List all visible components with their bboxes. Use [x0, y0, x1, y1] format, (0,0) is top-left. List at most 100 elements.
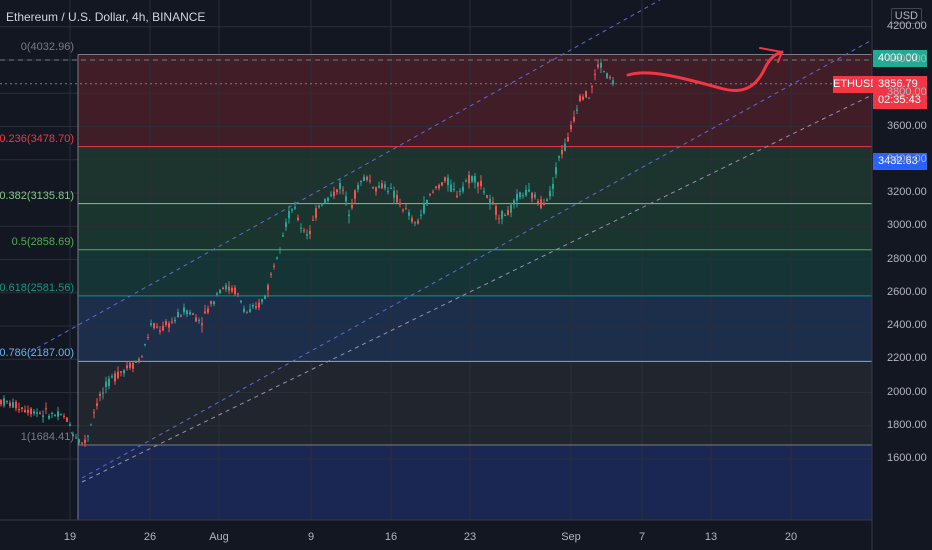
candle-body: [450, 184, 452, 192]
candle-body: [114, 373, 116, 382]
candle-body: [474, 176, 476, 183]
ticker-badge: ETHUSD: [833, 76, 878, 93]
candle-body: [534, 194, 536, 198]
candle-body: [363, 176, 365, 181]
candle-body: [345, 196, 347, 202]
candle-body: [144, 343, 146, 345]
y-tick-label: 2600.00: [887, 285, 927, 298]
candle-body: [96, 403, 98, 406]
candle-body: [339, 182, 341, 189]
candle-body: [36, 412, 38, 414]
fib-label-0-382: 0.382(3135.81): [0, 189, 74, 202]
candle-body: [168, 323, 170, 328]
candle-body: [261, 299, 263, 302]
candle-body: [303, 230, 305, 232]
fib-label-0-786: 0.786(2187.00): [0, 347, 74, 360]
candle-body: [552, 184, 554, 189]
channel-lower-line: [81, 94, 873, 483]
candle-body: [414, 222, 416, 224]
candle-body: [372, 187, 374, 189]
candle-body: [600, 63, 602, 68]
candle-body: [282, 235, 284, 237]
candle-body: [42, 415, 44, 417]
candle-body: [276, 257, 278, 259]
candle-body: [24, 409, 26, 412]
candle-body: [156, 326, 158, 328]
candle-body: [285, 222, 287, 228]
candle-body: [357, 185, 359, 190]
candle-body: [315, 208, 317, 218]
y-tick-label: 2400.00: [887, 319, 927, 331]
candle-body: [243, 308, 245, 312]
candle-body: [93, 412, 95, 414]
price-badge: 3432.63: [873, 153, 927, 170]
price-badge: 02:35:43: [873, 92, 927, 109]
candle-body: [246, 312, 248, 314]
candle-body: [579, 95, 581, 102]
candle-body: [516, 193, 518, 201]
candle-body: [231, 287, 233, 292]
candle-body: [171, 321, 173, 323]
candle-body: [426, 199, 428, 205]
candle-body: [63, 415, 65, 417]
candle-body: [219, 289, 221, 293]
candle-body: [9, 402, 11, 407]
y-tick-label: 1600.00: [887, 452, 927, 464]
candle-body: [75, 437, 77, 439]
candle-body: [342, 189, 344, 191]
candle-body: [288, 211, 290, 219]
candle-body: [606, 73, 608, 79]
candle-body: [84, 439, 86, 444]
candle-body: [501, 211, 503, 219]
candle-body: [120, 371, 122, 373]
candle-body: [495, 206, 497, 215]
candle-body: [513, 200, 515, 205]
candle-body: [453, 189, 455, 191]
candle-body: [240, 300, 242, 303]
candle-body: [390, 188, 392, 190]
fib-band: [78, 54, 872, 147]
x-tick-label: 9: [307, 531, 315, 543]
candle-body: [279, 248, 281, 250]
fib-band: [78, 444, 872, 520]
chart-title: Ethereum / U.S. Dollar, 4h, BINANCE: [6, 10, 206, 24]
candle-body: [270, 273, 272, 275]
candle-body: [87, 435, 89, 437]
x-tick-label: Aug: [209, 531, 229, 543]
candle-body: [456, 195, 458, 197]
candle-body: [360, 180, 362, 183]
fib-label-0: 0(4032.96): [20, 40, 74, 53]
y-tick-label: 1800.00: [887, 418, 927, 431]
candle-body: [486, 195, 488, 198]
candle-body: [252, 304, 254, 307]
candle-body: [321, 204, 323, 206]
currency-selector[interactable]: USD: [890, 8, 922, 24]
candle-body: [297, 217, 299, 221]
candle-body: [540, 199, 542, 209]
candle-body: [393, 190, 395, 198]
candle-body: [471, 176, 473, 182]
candle-body: [234, 287, 236, 295]
candle-body: [210, 301, 212, 304]
candle-body: [177, 312, 179, 318]
fib-band: [78, 295, 872, 362]
candle-body: [447, 177, 449, 186]
candle-body: [612, 80, 614, 84]
candle-body: [609, 77, 611, 79]
y-tick-label: 2000.00: [887, 385, 927, 398]
candle-body: [525, 189, 527, 196]
candle-body: [198, 319, 200, 321]
candle-body: [78, 439, 80, 443]
candle-body: [510, 204, 512, 213]
candle-body: [522, 195, 524, 197]
y-tick-label: 3000.00: [887, 219, 927, 232]
candle-body: [165, 321, 167, 325]
candle-body: [384, 184, 386, 189]
candle-body: [570, 124, 572, 130]
candle-body: [483, 191, 485, 193]
candle-body: [588, 97, 590, 99]
candle-body: [147, 337, 149, 339]
candle-body: [294, 206, 296, 209]
